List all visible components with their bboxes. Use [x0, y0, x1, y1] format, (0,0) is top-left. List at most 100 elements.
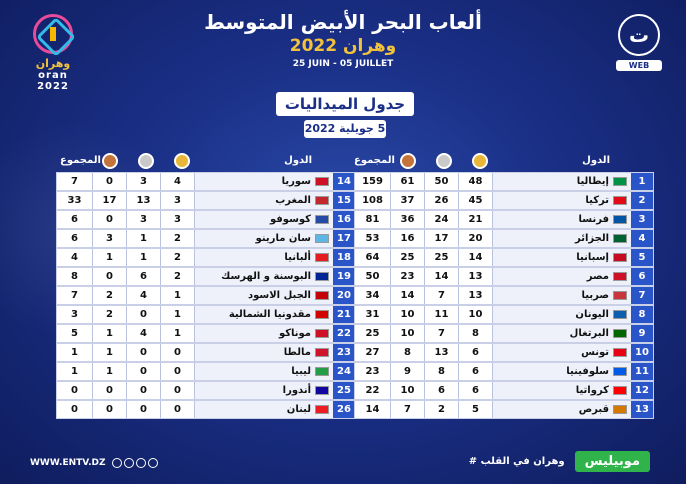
youtube-icon[interactable] — [111, 458, 122, 468]
cell-country: كوسوفو — [195, 211, 333, 228]
website-link[interactable]: WWW.ENTV.DZ — [30, 458, 106, 468]
cell-silver: 7 — [425, 287, 459, 304]
cell-bronze: 36 — [391, 211, 425, 228]
cell-country: مصر — [493, 268, 631, 285]
country-flag-icon — [613, 233, 627, 243]
page-subtitle: وهران 2022 — [289, 36, 397, 56]
cell-country: مالطا — [195, 344, 333, 361]
country-name: مصر — [586, 270, 609, 282]
cell-total: 27 — [355, 344, 391, 361]
cell-country: تونس — [493, 344, 631, 361]
twitter-icon[interactable] — [135, 458, 146, 468]
gold-medal-icon — [472, 153, 488, 169]
cell-rank: 12 — [631, 382, 653, 399]
table-row: 81 36 24 21 فرنسا 3 — [354, 210, 654, 229]
cell-gold: 14 — [459, 249, 493, 266]
hashtag: وهران في القلب # — [468, 456, 565, 467]
cell-silver: 6 — [127, 268, 161, 285]
cell-silver: 50 — [425, 173, 459, 190]
cell-gold: 3 — [161, 192, 195, 209]
web-badge: WEB — [616, 60, 662, 71]
table-row: 27 8 13 6 تونس 10 — [354, 343, 654, 362]
cell-bronze: 61 — [391, 173, 425, 190]
cell-rank: 21 — [333, 306, 355, 323]
table-row: 0 0 0 0 لبنان 26 — [56, 400, 356, 419]
table-row: 3 2 0 1 مقدونيا الشمالية 21 — [56, 305, 356, 324]
cell-rank: 10 — [631, 344, 653, 361]
instagram-icon[interactable] — [123, 458, 134, 468]
cell-total: 6 — [57, 211, 93, 228]
cell-bronze: 2 — [93, 306, 127, 323]
cell-country: الجزائر — [493, 230, 631, 247]
bronze-medal-icon — [102, 153, 118, 169]
table-row: 4 1 1 2 ألبانيا 18 — [56, 248, 356, 267]
cell-bronze: 10 — [391, 325, 425, 342]
bronze-medal-icon — [400, 153, 416, 169]
table-row: 5 1 4 1 موناكو 22 — [56, 324, 356, 343]
cell-country: لبنان — [195, 401, 333, 418]
country-name: سوريا — [281, 175, 311, 187]
logo-latin-text: oran 2022 — [37, 70, 69, 92]
cell-silver: 0 — [127, 363, 161, 380]
cell-gold: 1 — [161, 306, 195, 323]
cell-rank: 5 — [631, 249, 653, 266]
country-flag-icon — [315, 214, 329, 224]
cell-bronze: 37 — [391, 192, 425, 209]
cell-rank: 3 — [631, 211, 653, 228]
cell-gold: 2 — [161, 268, 195, 285]
silver-medal-icon — [436, 153, 452, 169]
table-row: 34 14 7 13 صربيا 7 — [354, 286, 654, 305]
entv-logo: ت WEB — [616, 14, 662, 80]
table-row: 108 37 26 45 تركيا 2 — [354, 191, 654, 210]
country-name: إيطاليا — [576, 175, 609, 187]
country-name: لبنان — [286, 403, 311, 415]
cell-gold: 0 — [161, 382, 195, 399]
cell-rank: 9 — [631, 325, 653, 342]
table-row: 8 0 6 2 البوسنة و الهرسك 19 — [56, 267, 356, 286]
cell-country: مقدونيا الشمالية — [195, 306, 333, 323]
facebook-icon[interactable] — [147, 458, 158, 468]
cell-silver: 4 — [127, 287, 161, 304]
country-flag-icon — [613, 271, 627, 281]
cell-rank: 17 — [333, 230, 355, 247]
cell-bronze: 16 — [391, 230, 425, 247]
cell-bronze: 2 — [93, 287, 127, 304]
country-name: الجزائر — [574, 232, 609, 244]
cell-total: 0 — [57, 382, 93, 399]
cell-bronze: 1 — [93, 249, 127, 266]
medal-table-right: المجموع الدول 159 61 50 48 إيطاليا 1 108 37 26 45… — [354, 152, 654, 419]
cell-silver: 13 — [127, 192, 161, 209]
table-row: 50 23 14 13 مصر 6 — [354, 267, 654, 286]
table-row: 6 3 1 2 سان مارينو 17 — [56, 229, 356, 248]
table-row: 31 10 11 10 اليونان 8 — [354, 305, 654, 324]
country-flag-icon — [315, 404, 329, 414]
sponsor-logo: موبيليس — [574, 451, 650, 472]
country-flag-icon — [315, 347, 329, 357]
table-row: 23 9 8 6 سلوفينيا 11 — [354, 362, 654, 381]
table-row: 33 17 13 3 المغرب 15 — [56, 191, 356, 210]
country-name: فرنسا — [578, 213, 609, 225]
country-name: سلوفينيا — [566, 365, 609, 377]
cell-bronze: 0 — [93, 401, 127, 418]
table-row: 1 1 0 0 مالطا 23 — [56, 343, 356, 362]
cell-silver: 0 — [127, 401, 161, 418]
cell-total: 64 — [355, 249, 391, 266]
cell-bronze: 10 — [391, 306, 425, 323]
country-flag-icon — [613, 214, 627, 224]
cell-total: 0 — [57, 401, 93, 418]
cell-total: 7 — [57, 173, 93, 190]
cell-gold: 3 — [161, 211, 195, 228]
cell-silver: 13 — [425, 344, 459, 361]
header-total: المجموع — [354, 155, 395, 166]
cell-gold: 4 — [161, 173, 195, 190]
country-flag-icon — [315, 290, 329, 300]
cell-gold: 5 — [459, 401, 493, 418]
table-row: 14 7 2 5 قبرص 13 — [354, 400, 654, 419]
table-row: 25 10 7 8 البرتغال 9 — [354, 324, 654, 343]
cell-bronze: 25 — [391, 249, 425, 266]
cell-silver: 1 — [127, 230, 161, 247]
cell-silver: 14 — [425, 268, 459, 285]
table-row: 6 0 3 3 كوسوفو 16 — [56, 210, 356, 229]
cell-bronze: 14 — [391, 287, 425, 304]
cell-bronze: 8 — [391, 344, 425, 361]
